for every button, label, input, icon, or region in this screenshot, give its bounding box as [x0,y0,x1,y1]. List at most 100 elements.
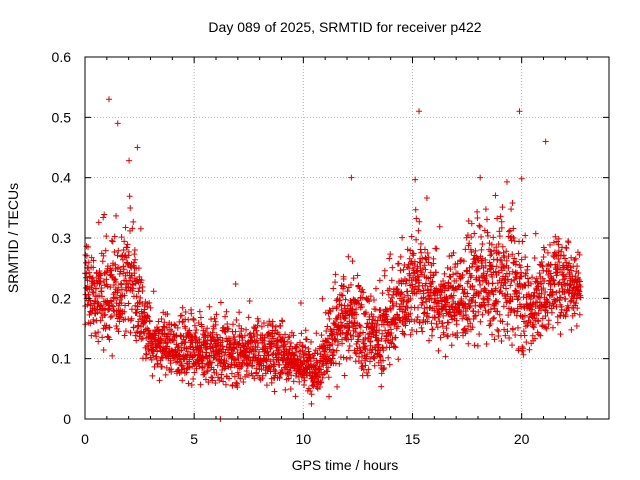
data-point [255,340,262,347]
data-point [572,255,579,262]
data-point [532,230,539,237]
data-point [546,301,553,308]
data-point [562,273,569,280]
data-point [131,247,138,254]
data-point [87,320,94,327]
data-point [486,259,493,266]
data-point [518,256,525,263]
data-point [491,336,498,343]
data-point [118,286,125,293]
data-point [475,265,482,272]
data-point [499,261,506,268]
data-point [475,257,482,264]
data-point [421,309,428,316]
data-point [507,282,514,289]
data-point [414,263,421,270]
data-point [495,328,502,335]
data-point [219,337,226,344]
data-point [482,307,489,314]
data-point [359,286,366,293]
data-point [137,225,144,232]
data-point [499,204,506,211]
data-point [372,285,379,292]
data-point [515,294,522,301]
data-point [230,345,237,352]
data-point [407,295,414,302]
data-point [188,382,195,389]
data-point [193,326,200,333]
data-point [494,308,501,315]
data-point [509,200,516,207]
data-point [168,368,175,375]
data-point [197,381,204,388]
data-point [465,217,472,224]
data-point [282,386,289,393]
data-point [345,327,352,334]
data-point [526,346,533,353]
data-point [121,238,128,245]
x-axis-label: GPS time / hours [292,457,399,473]
data-point [387,251,394,258]
data-point [401,294,408,301]
data-point [308,391,315,398]
data-point [326,315,333,322]
data-point [98,302,105,309]
data-point [503,178,510,185]
data-point [568,254,575,261]
data-point [394,323,401,330]
data-point [474,215,481,222]
data-point [504,321,511,328]
data-point [523,339,530,346]
data-point [122,224,129,231]
data-point [227,364,234,371]
data-point [228,370,235,377]
data-point [96,292,103,299]
data-point [195,320,202,327]
data-point [471,313,478,320]
data-point [443,325,450,332]
data-point [89,274,96,281]
data-point [474,208,481,215]
data-point [164,310,171,317]
data-point [469,282,476,289]
data-point [471,342,478,349]
data-point [350,332,357,339]
data-point [118,293,125,300]
data-point [572,300,579,307]
data-point [324,352,331,359]
y-tick-label: 0.2 [52,290,72,306]
data-point [97,317,104,324]
data-point [408,316,415,323]
data-point [222,381,229,388]
data-point [496,228,503,235]
data-point [385,354,392,361]
data-point [553,303,560,310]
x-tick-label: 15 [405,431,421,447]
data-point [552,233,559,240]
data-point [574,305,581,312]
data-point [153,355,160,362]
data-point [253,337,260,344]
data-point [325,364,332,371]
data-point [287,340,294,347]
data-point [113,323,120,330]
axis-ticks: 0 5 10 15 20 0 0.1 0.2 0.3 0.4 0.5 0.6 [52,49,609,447]
data-point [290,378,297,385]
data-point [496,311,503,318]
data-point [534,278,541,285]
data-point [267,368,274,375]
data-point [343,355,350,362]
data-point [367,342,374,349]
data-point [205,379,212,386]
data-point [519,343,526,350]
data-point [213,331,220,338]
data-point [482,206,489,213]
data-point [397,267,404,274]
data-point [465,340,472,347]
data-point [147,304,154,311]
data-point [346,342,353,349]
data-point [292,372,299,379]
data-point [479,311,486,318]
data-point [565,239,572,246]
data-point [517,264,524,271]
